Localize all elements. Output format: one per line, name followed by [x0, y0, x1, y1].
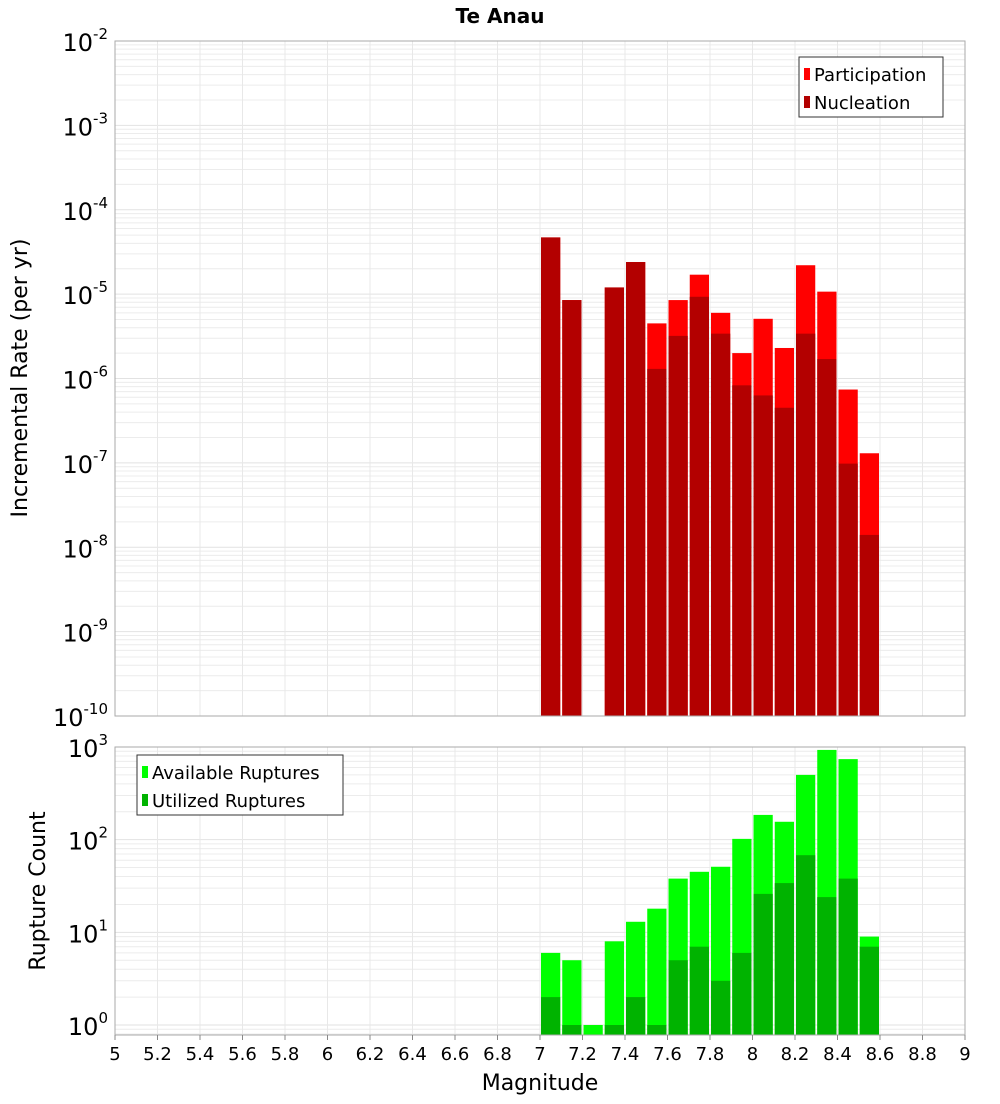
y-tick-label: 101 [68, 916, 108, 948]
bar-utilized-ruptures [711, 980, 731, 1035]
bar-utilized-ruptures [604, 1025, 624, 1035]
bar-nucleation [647, 368, 667, 716]
bar-utilized-ruptures [859, 946, 879, 1035]
bar-available-ruptures [562, 960, 582, 1035]
legend-label: Nucleation [814, 93, 910, 114]
bar-utilized-ruptures [838, 878, 858, 1035]
y-tick-label: 10-9 [62, 616, 108, 648]
legend-swatch [142, 794, 148, 806]
x-tick-label: 7.2 [568, 1044, 597, 1065]
legend-swatch [804, 96, 810, 108]
x-tick-label: 6 [322, 1044, 333, 1065]
x-tick-label: 6.2 [356, 1044, 385, 1065]
bar-utilized-ruptures [817, 897, 837, 1035]
bar-nucleation [562, 300, 582, 716]
bar-available-ruptures [583, 1025, 603, 1035]
x-tick-label: 5.2 [143, 1044, 172, 1065]
y-tick-label: 10-2 [62, 25, 108, 57]
x-tick-label: 5 [109, 1044, 120, 1065]
y-tick-label: 10-4 [62, 194, 108, 226]
y-tick-label: 103 [68, 731, 108, 763]
bar-utilized-ruptures [753, 893, 773, 1035]
bar-available-ruptures [604, 941, 624, 1035]
chart-title: Te Anau [456, 4, 545, 28]
y-tick-label: 10-3 [62, 109, 108, 141]
y-tick-label: 10-5 [62, 278, 108, 310]
bar-nucleation [753, 395, 773, 716]
y-tick-label: 10-6 [62, 363, 108, 395]
legend-box [136, 754, 344, 816]
y-tick-label: 100 [68, 1009, 108, 1041]
bar-nucleation [668, 335, 688, 716]
bar-utilized-ruptures [541, 997, 561, 1035]
x-tick-label: 8.8 [908, 1044, 937, 1065]
bar-nucleation [689, 296, 709, 716]
bar-nucleation [774, 407, 794, 716]
x-tick-label: 5.6 [228, 1044, 257, 1065]
x-tick-label: 6.8 [483, 1044, 512, 1065]
x-tick-label: 6.4 [398, 1044, 427, 1065]
bar-utilized-ruptures [626, 997, 646, 1035]
bar-nucleation [817, 359, 837, 716]
legend-label: Participation [814, 65, 926, 86]
legend-box [798, 56, 944, 118]
bar-available-ruptures [647, 908, 667, 1035]
bar-nucleation [859, 534, 879, 716]
top-y-axis-label: Incremental Rate (per yr) [8, 239, 33, 518]
x-tick-label: 8 [747, 1044, 758, 1065]
legend-swatch [142, 766, 148, 778]
legend-swatch [804, 68, 810, 80]
bar-utilized-ruptures [562, 1025, 582, 1035]
bar-nucleation [711, 333, 731, 716]
bar-nucleation [732, 385, 752, 716]
bar-nucleation [796, 333, 816, 716]
x-tick-label: 7.8 [696, 1044, 725, 1065]
bar-utilized-ruptures [732, 952, 752, 1035]
bar-utilized-ruptures [774, 883, 794, 1035]
legend-label: Utilized Ruptures [152, 791, 305, 812]
x-tick-label: 5.4 [186, 1044, 215, 1065]
plot-border [114, 40, 966, 717]
bar-nucleation [838, 463, 858, 716]
y-tick-label: 10-10 [53, 700, 108, 732]
x-tick-label: 5.8 [271, 1044, 300, 1065]
y-tick-label: 102 [68, 824, 108, 856]
x-tick-label: 8.4 [823, 1044, 852, 1065]
bar-utilized-ruptures [796, 855, 816, 1035]
x-tick-label: 8.6 [866, 1044, 895, 1065]
x-tick-label: 6.6 [441, 1044, 470, 1065]
legend-label: Available Ruptures [152, 763, 320, 784]
x-tick-label: 7.6 [653, 1044, 682, 1065]
y-tick-label: 10-7 [62, 447, 108, 479]
bar-utilized-ruptures [647, 1025, 667, 1035]
bar-utilized-ruptures [668, 960, 688, 1035]
x-axis-label: Magnitude [482, 1071, 599, 1096]
x-tick-label: 8.2 [781, 1044, 810, 1065]
bar-nucleation [626, 262, 646, 716]
x-tick-label: 7.4 [611, 1044, 640, 1065]
x-tick-label: 7 [534, 1044, 545, 1065]
bottom-y-axis-label: Rupture Count [26, 811, 51, 971]
y-tick-label: 10-8 [62, 531, 108, 563]
bar-nucleation [604, 287, 624, 716]
bar-utilized-ruptures [689, 946, 709, 1035]
x-tick-label: 9 [959, 1044, 970, 1065]
bar-nucleation [541, 237, 561, 716]
